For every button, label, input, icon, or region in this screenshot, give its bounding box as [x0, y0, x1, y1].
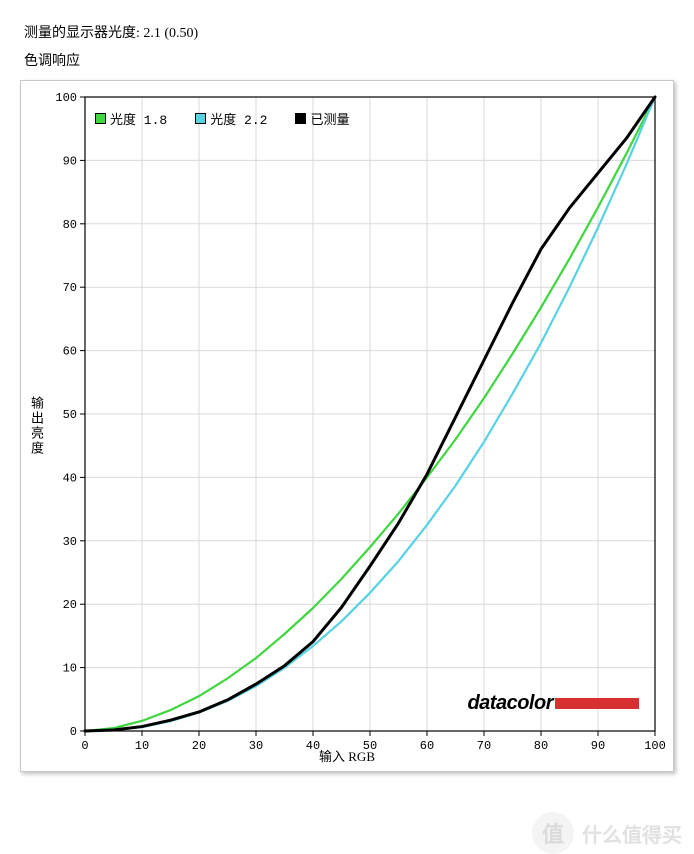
svg-text:80: 80	[534, 739, 548, 753]
chart-legend: 光度 1.8 光度 2.2 已测量	[95, 109, 349, 128]
svg-text:60: 60	[63, 345, 77, 359]
svg-text:60: 60	[420, 739, 434, 753]
chart-container: 0102030405060708090100010203040506070809…	[20, 80, 674, 772]
svg-text:30: 30	[249, 739, 263, 753]
x-axis-label: 输入 RGB	[319, 746, 375, 765]
svg-text:20: 20	[192, 739, 206, 753]
legend-item-gamma18: 光度 1.8	[95, 109, 167, 128]
brand-text: datacolor	[467, 692, 553, 715]
svg-text:0: 0	[81, 739, 88, 753]
y-axis-label: 输出亮度	[27, 396, 46, 456]
svg-text:10: 10	[63, 662, 77, 676]
legend-swatch-gamma18	[95, 113, 106, 124]
svg-text:50: 50	[63, 408, 77, 422]
svg-text:100: 100	[644, 739, 666, 753]
header-tone-response: 色调响应	[24, 50, 694, 70]
site-watermark: 值 什么值得买	[532, 812, 682, 854]
svg-text:10: 10	[135, 739, 149, 753]
legend-swatch-measured	[295, 113, 306, 124]
legend-item-measured: 已测量	[295, 109, 349, 128]
svg-text:30: 30	[63, 535, 77, 549]
brand-bar	[555, 698, 639, 709]
tone-response-chart: 0102030405060708090100010203040506070809…	[21, 81, 673, 771]
svg-text:40: 40	[63, 471, 77, 485]
svg-text:90: 90	[591, 739, 605, 753]
legend-label-measured: 已测量	[310, 109, 349, 128]
legend-label-gamma22: 光度 2.2	[210, 109, 267, 128]
svg-text:90: 90	[63, 154, 77, 168]
svg-text:20: 20	[63, 598, 77, 612]
watermark-text: 什么值得买	[582, 819, 682, 848]
legend-label-gamma18: 光度 1.8	[110, 109, 167, 128]
svg-text:0: 0	[70, 725, 77, 739]
legend-item-gamma22: 光度 2.2	[195, 109, 267, 128]
brand-datacolor: datacolor	[467, 692, 639, 715]
svg-text:70: 70	[477, 739, 491, 753]
legend-swatch-gamma22	[195, 113, 206, 124]
svg-text:100: 100	[55, 91, 77, 105]
svg-text:70: 70	[63, 281, 77, 295]
header-measured-gamma: 测量的显示器光度: 2.1 (0.50)	[24, 22, 694, 42]
svg-text:80: 80	[63, 218, 77, 232]
watermark-badge: 值	[532, 812, 574, 854]
